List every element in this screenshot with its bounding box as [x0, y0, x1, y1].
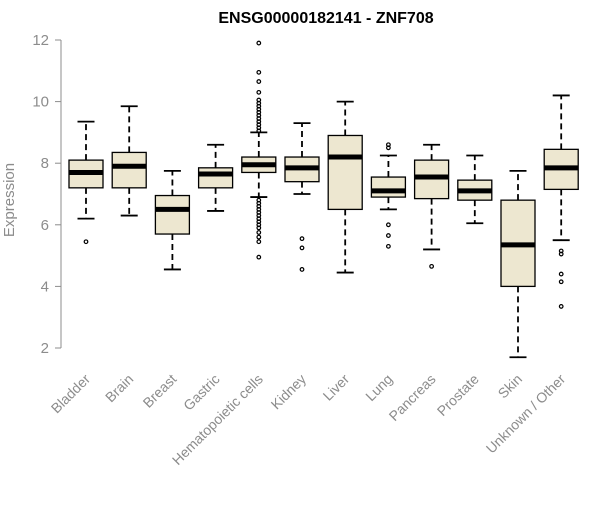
- x-tick-label: Lung: [362, 371, 395, 404]
- y-tick-label: 2: [41, 340, 49, 357]
- outlier-point: [386, 243, 391, 249]
- outlier-point: [256, 69, 262, 75]
- box-prostate: [457, 154, 493, 225]
- x-tick-label: Pancreas: [386, 371, 439, 424]
- iqr-box: [154, 194, 191, 235]
- box-unknown-other: [543, 94, 579, 309]
- outlier-point: [558, 271, 564, 277]
- outlier-point: [256, 234, 262, 240]
- y-tick-label: 6: [41, 217, 49, 234]
- x-tick-label: Prostate: [434, 371, 482, 419]
- box-skin: [500, 169, 536, 359]
- iqr-box: [370, 176, 407, 198]
- outlier-point: [558, 304, 564, 309]
- outlier-point: [256, 254, 262, 260]
- box-pancreas: [413, 143, 450, 269]
- outlier-point: [386, 145, 391, 151]
- y-axis: 2 4 6 8 10 12: [32, 32, 62, 357]
- outlier-point: [558, 279, 564, 285]
- x-tick-label: Liver: [320, 371, 353, 404]
- box-gastric: [197, 143, 234, 212]
- x-tick-label: Unknown / Other: [483, 371, 569, 457]
- y-axis-label: Expression: [1, 163, 18, 237]
- y-tick-label: 8: [41, 155, 49, 172]
- outlier-point: [429, 263, 435, 269]
- x-tick-label: Bladder: [48, 371, 94, 417]
- outlier-point: [299, 267, 305, 272]
- box-liver: [327, 100, 363, 274]
- y-tick-label: 4: [41, 278, 49, 295]
- outlier-point: [256, 239, 262, 245]
- outlier-point: [256, 225, 262, 231]
- outlier-point: [256, 89, 262, 95]
- box-hematopoietic-cells: [241, 40, 277, 260]
- outlier-point: [299, 236, 305, 242]
- outlier-point: [299, 245, 305, 251]
- outlier-point: [256, 79, 262, 84]
- outlier-point: [256, 128, 262, 134]
- x-tick-label: Kidney: [268, 371, 310, 413]
- iqr-box: [197, 167, 234, 189]
- box-lung: [370, 142, 407, 249]
- box-brain: [111, 105, 147, 217]
- box-group: [68, 40, 579, 359]
- iqr-box: [111, 151, 147, 189]
- outlier-point: [83, 239, 89, 245]
- x-tick-label: Skin: [495, 371, 526, 402]
- box-kidney: [284, 122, 320, 272]
- iqr-box: [327, 134, 363, 211]
- box-bladder: [68, 120, 104, 245]
- outlier-point: [256, 40, 262, 46]
- y-tick-label: 10: [32, 94, 49, 111]
- box-breast: [154, 169, 191, 271]
- x-tick-label: Breast: [140, 371, 180, 411]
- chart-title: ENSG00000182141 - ZNF708: [218, 10, 433, 27]
- x-tick-label: Gastric: [180, 371, 223, 414]
- outlier-point: [558, 251, 564, 257]
- outlier-point: [256, 230, 262, 235]
- outlier-point: [386, 233, 391, 238]
- y-tick-label: 12: [32, 32, 49, 49]
- outlier-point: [386, 222, 391, 228]
- x-tick-label: Brain: [102, 371, 136, 405]
